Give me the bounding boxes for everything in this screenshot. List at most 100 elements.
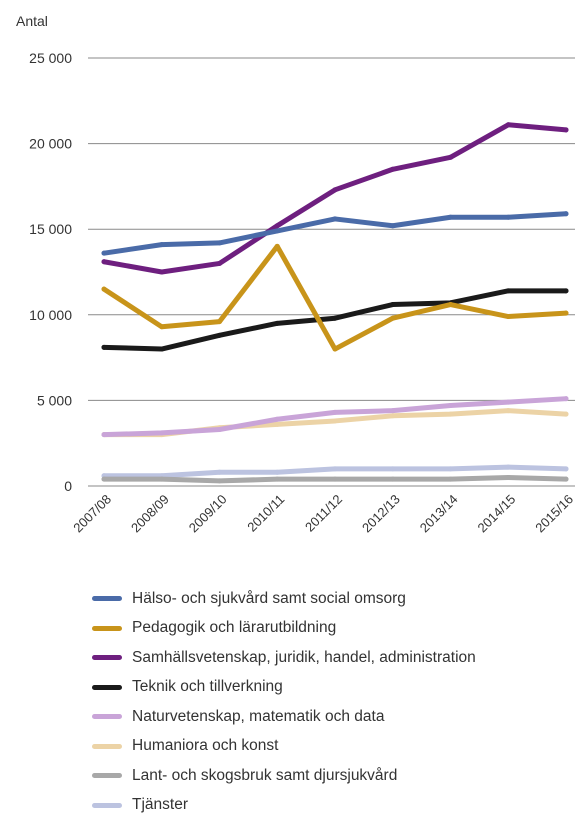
data-point (102, 345, 107, 350)
data-point (506, 215, 511, 220)
series-4 (102, 396, 569, 437)
data-point (564, 288, 569, 293)
y-axis-label: Antal (16, 13, 48, 29)
data-point (564, 127, 569, 132)
data-point (448, 403, 453, 408)
series-line (104, 246, 566, 349)
data-point (102, 287, 107, 292)
data-point (217, 319, 222, 324)
data-point (564, 477, 569, 482)
legend: Hälso- och sjukvård samt social omsorg Pe… (92, 584, 476, 820)
x-tick-label: 2007/08 (70, 492, 114, 536)
data-point (506, 400, 511, 405)
series-0 (102, 211, 569, 255)
data-point (448, 302, 453, 307)
line-chart: Antal 0 5 000 10 000 15 000 20 000 25 000 200… (0, 0, 577, 580)
series-line (104, 125, 566, 272)
data-point (506, 465, 511, 470)
data-point (333, 410, 338, 415)
y-tick-label: 25 000 (29, 50, 72, 66)
series-2 (102, 122, 569, 274)
legend-item: Humaniora och konst (92, 732, 476, 762)
data-point (217, 240, 222, 245)
data-point (275, 417, 280, 422)
legend-label: Samhällsvetenskap, juridik, handel, admi… (132, 649, 476, 667)
data-point (275, 422, 280, 427)
y-tick-label: 20 000 (29, 136, 72, 152)
legend-item: Teknik och tillverkning (92, 673, 476, 703)
legend-label: Lant- och skogsbruk samt djursjukvård (132, 767, 397, 785)
legend-swatch (92, 596, 122, 601)
data-point (333, 418, 338, 423)
data-point (333, 466, 338, 471)
legend-swatch (92, 714, 122, 719)
data-point (506, 408, 511, 413)
legend-item: Samhällsvetenskap, juridik, handel, admi… (92, 643, 476, 673)
data-point (448, 466, 453, 471)
data-point (564, 466, 569, 471)
data-point (275, 244, 280, 249)
legend-swatch (92, 803, 122, 808)
data-point (275, 470, 280, 475)
x-tick-label: 2009/10 (186, 492, 230, 536)
data-point (102, 477, 107, 482)
y-tick-label: 0 (64, 478, 72, 494)
data-point (506, 475, 511, 480)
data-point (102, 259, 107, 264)
data-point (564, 211, 569, 216)
data-point (506, 288, 511, 293)
data-point (275, 477, 280, 482)
data-point (159, 324, 164, 329)
legend-label: Hälso- och sjukvård samt social omsorg (132, 590, 406, 608)
data-point (159, 477, 164, 482)
y-tick-label: 5 000 (37, 392, 72, 408)
y-tick-label: 15 000 (29, 221, 72, 237)
data-point (217, 470, 222, 475)
x-tick-label: 2010/11 (244, 492, 287, 535)
legend-swatch (92, 773, 122, 778)
legend-swatch (92, 655, 122, 660)
data-point (217, 261, 222, 266)
y-tick-labels: 0 5 000 10 000 15 000 20 000 25 000 (29, 50, 72, 494)
data-point (390, 466, 395, 471)
data-point (390, 477, 395, 482)
data-point (102, 432, 107, 437)
data-point (448, 215, 453, 220)
data-point (333, 216, 338, 221)
y-tick-label: 10 000 (29, 307, 72, 323)
x-tick-label: 2011/12 (302, 492, 345, 535)
data-point (333, 477, 338, 482)
data-point (506, 314, 511, 319)
x-tick-label: 2012/13 (359, 492, 403, 536)
data-point (390, 302, 395, 307)
data-point (448, 155, 453, 160)
x-tick-label: 2015/16 (532, 492, 576, 536)
data-point (390, 408, 395, 413)
x-tick-label: 2013/14 (417, 492, 461, 536)
data-point (159, 347, 164, 352)
data-point (275, 223, 280, 228)
legend-item: Pedagogik och lärarutbildning (92, 614, 476, 644)
data-point (390, 316, 395, 321)
data-point (159, 430, 164, 435)
data-point (564, 396, 569, 401)
data-point (506, 122, 511, 127)
data-point (390, 167, 395, 172)
data-point (159, 270, 164, 275)
data-point (333, 187, 338, 192)
legend-item: Naturvetenskap, matematik och data (92, 702, 476, 732)
data-point (275, 228, 280, 233)
legend-label: Naturvetenskap, matematik och data (132, 708, 384, 726)
legend-label: Tjänster (132, 796, 188, 814)
series-1 (102, 244, 569, 352)
legend-swatch (92, 744, 122, 749)
data-point (390, 413, 395, 418)
data-point (333, 347, 338, 352)
data-point (448, 477, 453, 482)
legend-label: Teknik och tillverkning (132, 678, 283, 696)
legend-item: Hälso- och sjukvård samt social omsorg (92, 584, 476, 614)
data-point (217, 427, 222, 432)
legend-label: Humaniora och konst (132, 737, 278, 755)
data-point (159, 242, 164, 247)
